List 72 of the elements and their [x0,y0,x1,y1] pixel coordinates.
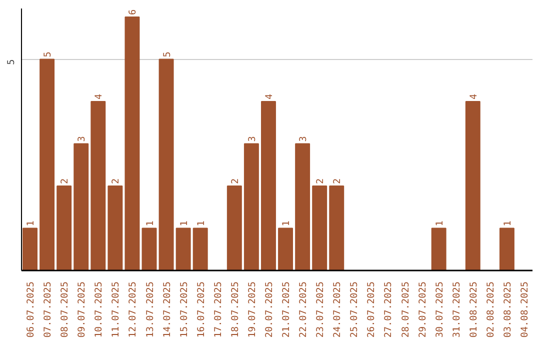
x-tick-label: 02.08.2025 [485,281,496,338]
x-tick-label: 07.07.2025 [42,281,54,338]
x-tick-label: 20.07.2025 [264,281,275,338]
x-tick-label: 18.07.2025 [230,281,241,338]
data-label: 3 [298,136,310,142]
x-tick-label: 31.07.2025 [451,281,462,338]
data-label: 2 [60,178,71,184]
x-tick-label: 14.07.2025 [162,281,173,338]
data-label: 1 [281,220,292,226]
x-tick-label: 30.07.2025 [434,281,446,338]
data-label: 1 [434,220,446,226]
bar [261,100,276,270]
data-label: 1 [26,220,37,226]
x-tick-label: 25.07.2025 [349,281,360,338]
x-tick-label: 09.07.2025 [76,281,88,338]
bar [431,228,446,270]
bar [56,185,72,270]
x-tick-label: 15.07.2025 [178,281,190,338]
x-tick-label: 11.07.2025 [110,281,122,338]
x-tick-label: 04.08.2025 [519,281,530,338]
bar [244,143,259,270]
data-label: 4 [468,93,480,100]
data-label: 1 [196,220,207,226]
bar [108,185,123,270]
data-label: 1 [144,220,156,226]
x-tick-label: 13.07.2025 [144,281,156,338]
x-tick-label: 10.07.2025 [94,281,105,338]
x-tick-label: 17.07.2025 [212,281,224,338]
bar [176,228,191,270]
data-label: 2 [230,178,241,184]
data-label: 3 [76,136,88,142]
x-tick-label: 16.07.2025 [196,281,207,338]
data-label: 2 [110,178,122,184]
bar [124,16,140,270]
x-tick-label: 21.07.2025 [281,281,292,338]
x-tick-label: 08.07.2025 [60,281,71,338]
data-label: 6 [128,8,139,15]
bar [278,228,293,270]
bar [499,228,514,270]
x-tick-label: 23.07.2025 [315,281,326,338]
x-tick-label: 22.07.2025 [298,281,310,338]
bar [192,228,208,270]
bar [142,228,157,270]
bar [74,143,89,270]
x-tick-label: 24.07.2025 [332,281,344,338]
data-label: 2 [315,178,326,184]
data-label: 1 [178,220,190,226]
x-tick-label: 03.08.2025 [502,281,514,338]
x-tick-label: 28.07.2025 [400,281,412,338]
data-label: 4 [264,93,275,100]
x-tick-label: 29.07.2025 [417,281,428,338]
bar [465,100,480,270]
x-tick-label: 01.08.2025 [468,281,480,338]
bar [90,100,106,270]
bar [40,58,55,270]
data-label: 1 [502,220,514,226]
bar [295,143,310,270]
x-tick-label: 26.07.2025 [366,281,378,338]
bar [158,58,174,270]
bar [312,185,328,270]
data-label: 3 [246,136,258,142]
data-label: 5 [42,52,54,58]
x-tick-label: 12.07.2025 [128,281,139,338]
bar [226,185,242,270]
data-label: 4 [94,93,105,100]
bar [22,228,38,270]
data-label: 5 [162,52,173,58]
x-tick-label: 19.07.2025 [246,281,258,338]
x-tick-label: 27.07.2025 [383,281,394,338]
data-label: 2 [332,178,344,184]
bar [329,185,344,270]
x-tick-label: 06.07.2025 [26,281,37,338]
